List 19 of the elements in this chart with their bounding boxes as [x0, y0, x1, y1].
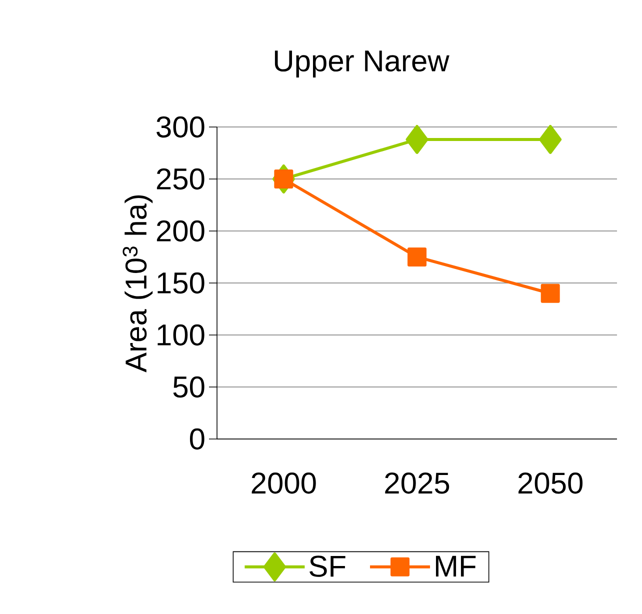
y-tick-label: 100	[158, 324, 204, 346]
point	[540, 284, 560, 303]
y-axis-title: Area (10$^{3}$ ha)	[122, 195, 153, 372]
x-tick-label: 2025	[385, 472, 450, 494]
point	[408, 247, 427, 266]
legend-label: SF	[310, 556, 346, 577]
point	[274, 169, 294, 188]
point	[539, 124, 562, 154]
chart-title: Upper Narew	[274, 50, 450, 78]
y-tick-label: 50	[173, 376, 204, 398]
y-tick-label: 200	[156, 220, 204, 242]
legend-label: MF	[436, 556, 476, 576]
point	[406, 124, 428, 154]
y-tick-label: 300	[156, 116, 204, 138]
x-tick-label: 2050	[518, 472, 583, 494]
y-tick-label: 0	[190, 428, 204, 450]
x-tick-label: 2000	[252, 472, 316, 494]
y-tick-label: 250	[156, 168, 204, 190]
y-tick-label: 150	[158, 272, 204, 294]
